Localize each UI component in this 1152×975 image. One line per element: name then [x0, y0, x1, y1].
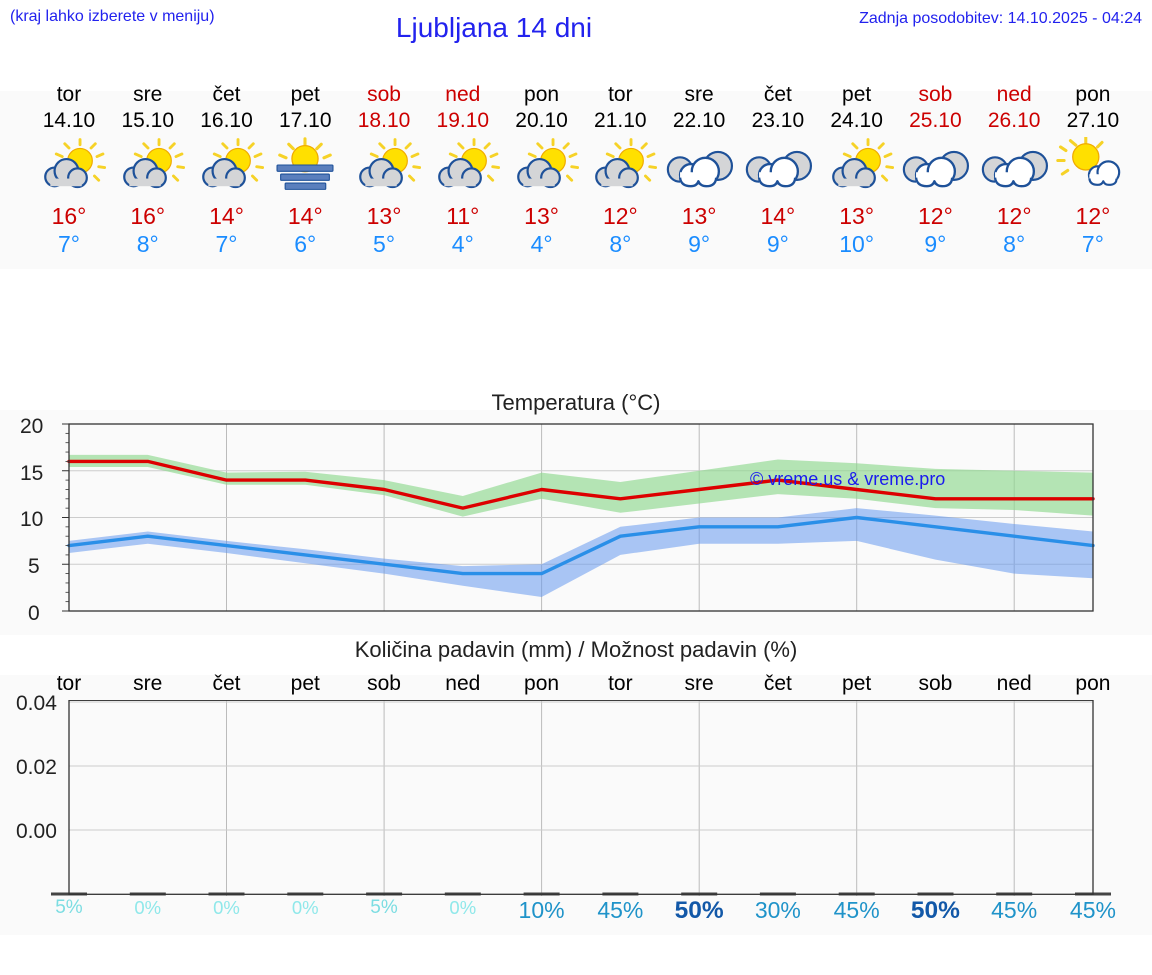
svg-text:© vreme.us & vreme.pro: © vreme.us & vreme.pro [750, 469, 945, 489]
